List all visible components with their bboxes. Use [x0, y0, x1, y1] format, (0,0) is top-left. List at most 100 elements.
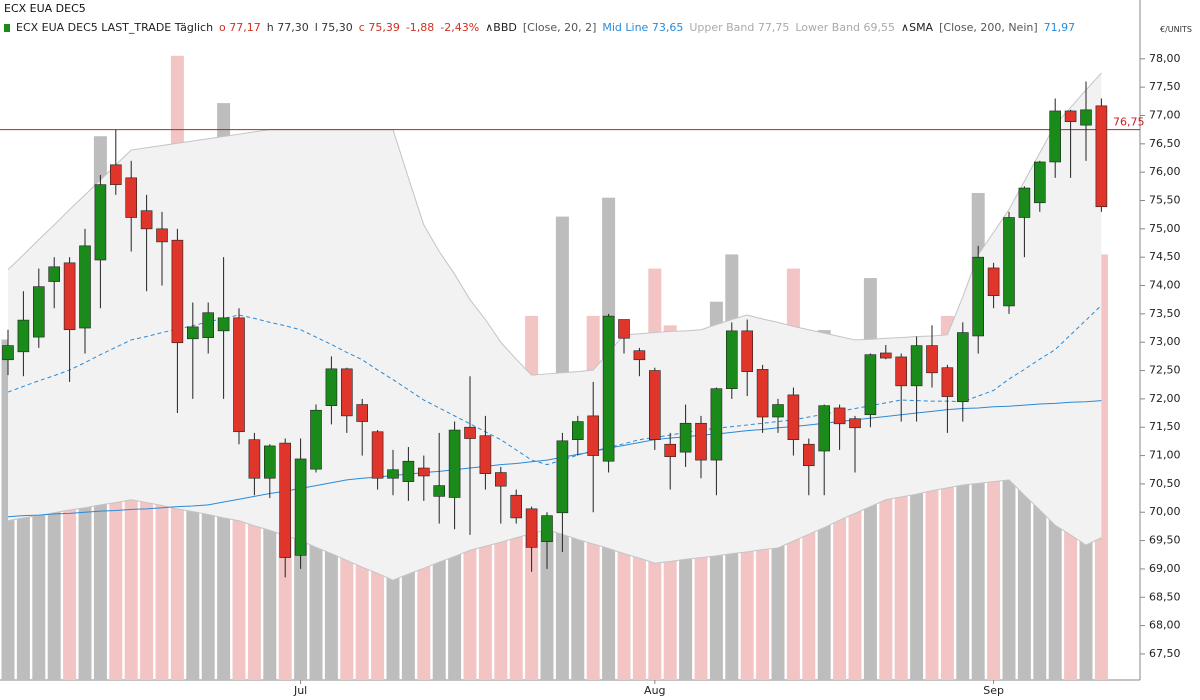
candle-body: [525, 508, 538, 548]
legend-item: -2,43%: [440, 21, 480, 34]
candle-body: [741, 330, 754, 372]
candle-body: [371, 431, 384, 479]
candle-body: [633, 350, 646, 361]
y-tick-label: 72,00: [1149, 392, 1181, 405]
sma-line: [7, 400, 1102, 518]
candle-body: [63, 262, 76, 331]
candle-body: [325, 368, 338, 406]
candle-body: [279, 442, 292, 558]
candle-body: [1064, 110, 1077, 123]
y-tick-label: 74,50: [1149, 250, 1181, 263]
candle-body: [864, 354, 877, 416]
candle-body: [926, 345, 938, 374]
candle-body: [725, 330, 738, 389]
candle-body: [879, 352, 892, 359]
legend-item: Mid Line 73,65: [602, 21, 684, 34]
candle-body: [233, 317, 245, 433]
candle-body: [448, 429, 461, 498]
y-tick-label: 69,00: [1149, 562, 1181, 575]
legend-item: [Close, 20, 2]: [522, 21, 597, 34]
candle-body: [310, 409, 322, 470]
candle-body: [1095, 105, 1108, 208]
candle-body: [1018, 187, 1031, 218]
y-tick-label: 77,00: [1149, 108, 1181, 121]
candle-body: [32, 286, 45, 338]
y-tick-label: 75,00: [1149, 222, 1181, 235]
candle-body: [48, 266, 61, 282]
upper-band: [7, 72, 1102, 376]
price-line-label: 76,75: [1113, 116, 1145, 129]
candle-body: [417, 467, 430, 477]
x-tick-label: Aug: [644, 684, 665, 697]
y-tick-label: 69,50: [1149, 534, 1181, 547]
legend-item: 71,97: [1043, 21, 1076, 34]
volume-bar: [894, 453, 908, 680]
candle-body: [756, 369, 769, 418]
legend-item: ∧BBD: [485, 21, 517, 34]
candle-body: [202, 312, 214, 338]
candle-body: [849, 418, 861, 429]
candle-body: [17, 319, 30, 353]
y-tick-label: 72,50: [1149, 364, 1181, 377]
x-tick-label: Jul: [293, 684, 307, 697]
candle-body: [587, 415, 600, 456]
legend-item: ∧SMA: [901, 21, 934, 34]
y-tick-label: 76,50: [1149, 137, 1181, 150]
y-tick-label: 73,50: [1149, 307, 1181, 320]
chart-title: ECX EUA DEC5: [4, 2, 86, 15]
candle-body: [972, 256, 985, 337]
candle-body: [802, 443, 815, 467]
candle-body: [818, 405, 831, 452]
candle-body: [433, 485, 446, 497]
candle-body: [510, 494, 523, 519]
candle-body: [140, 210, 153, 230]
candle-body: [1080, 109, 1092, 126]
legend: ECX EUA DEC5 LAST_TRADE Täglich o 77,17 h …: [4, 21, 1081, 34]
volume-bar: [879, 453, 893, 680]
candle-body: [402, 460, 415, 482]
y-tick-label: 68,00: [1149, 619, 1181, 632]
legend-item: l 75,30: [314, 21, 353, 34]
candle-body: [125, 177, 137, 218]
candle-body: [356, 404, 369, 422]
y-tick-label: 68,50: [1149, 590, 1181, 603]
y-tick-label: 71,00: [1149, 449, 1181, 462]
y-tick-label: 78,00: [1149, 52, 1181, 65]
candle-body: [171, 239, 184, 344]
y-tick-label: 75,50: [1149, 194, 1181, 207]
candle-body: [340, 368, 353, 417]
candle-body: [556, 440, 569, 514]
candle-body: [187, 326, 199, 340]
candle-body: [895, 356, 908, 387]
candle-body: [710, 388, 723, 461]
unit-label: €/UNITS: [1160, 25, 1192, 34]
y-tick-label: 71,50: [1149, 420, 1181, 433]
mid-line: [7, 304, 1102, 466]
x-tick-label: Sep: [983, 684, 1004, 697]
candle-body: [772, 404, 784, 418]
legend-item: Lower Band 69,55: [795, 21, 896, 34]
lower-band: [7, 479, 1102, 581]
candle-body: [987, 267, 1000, 297]
candle-body: [464, 426, 476, 439]
y-tick-label: 73,00: [1149, 335, 1181, 348]
candle-body: [618, 319, 630, 339]
y-tick-label: 74,00: [1149, 279, 1181, 292]
legend-item: -1,88: [405, 21, 435, 34]
candle-body: [541, 515, 553, 543]
candle-body: [1003, 217, 1015, 307]
candle-body: [602, 315, 615, 462]
candle-body: [294, 458, 307, 556]
candle-body: [94, 184, 107, 261]
legend-item: [Close, 200, Nein]: [939, 21, 1038, 34]
candle-body: [248, 439, 261, 479]
legend-item: h 77,30: [266, 21, 309, 34]
candle-body: [664, 443, 677, 457]
legend-item: ECX EUA DEC5 LAST_TRADE Täglich: [16, 21, 214, 34]
legend-item: o 77,17: [219, 21, 261, 34]
candle-body: [833, 407, 846, 425]
y-tick-label: 77,50: [1149, 80, 1181, 93]
y-tick-label: 70,00: [1149, 505, 1181, 518]
